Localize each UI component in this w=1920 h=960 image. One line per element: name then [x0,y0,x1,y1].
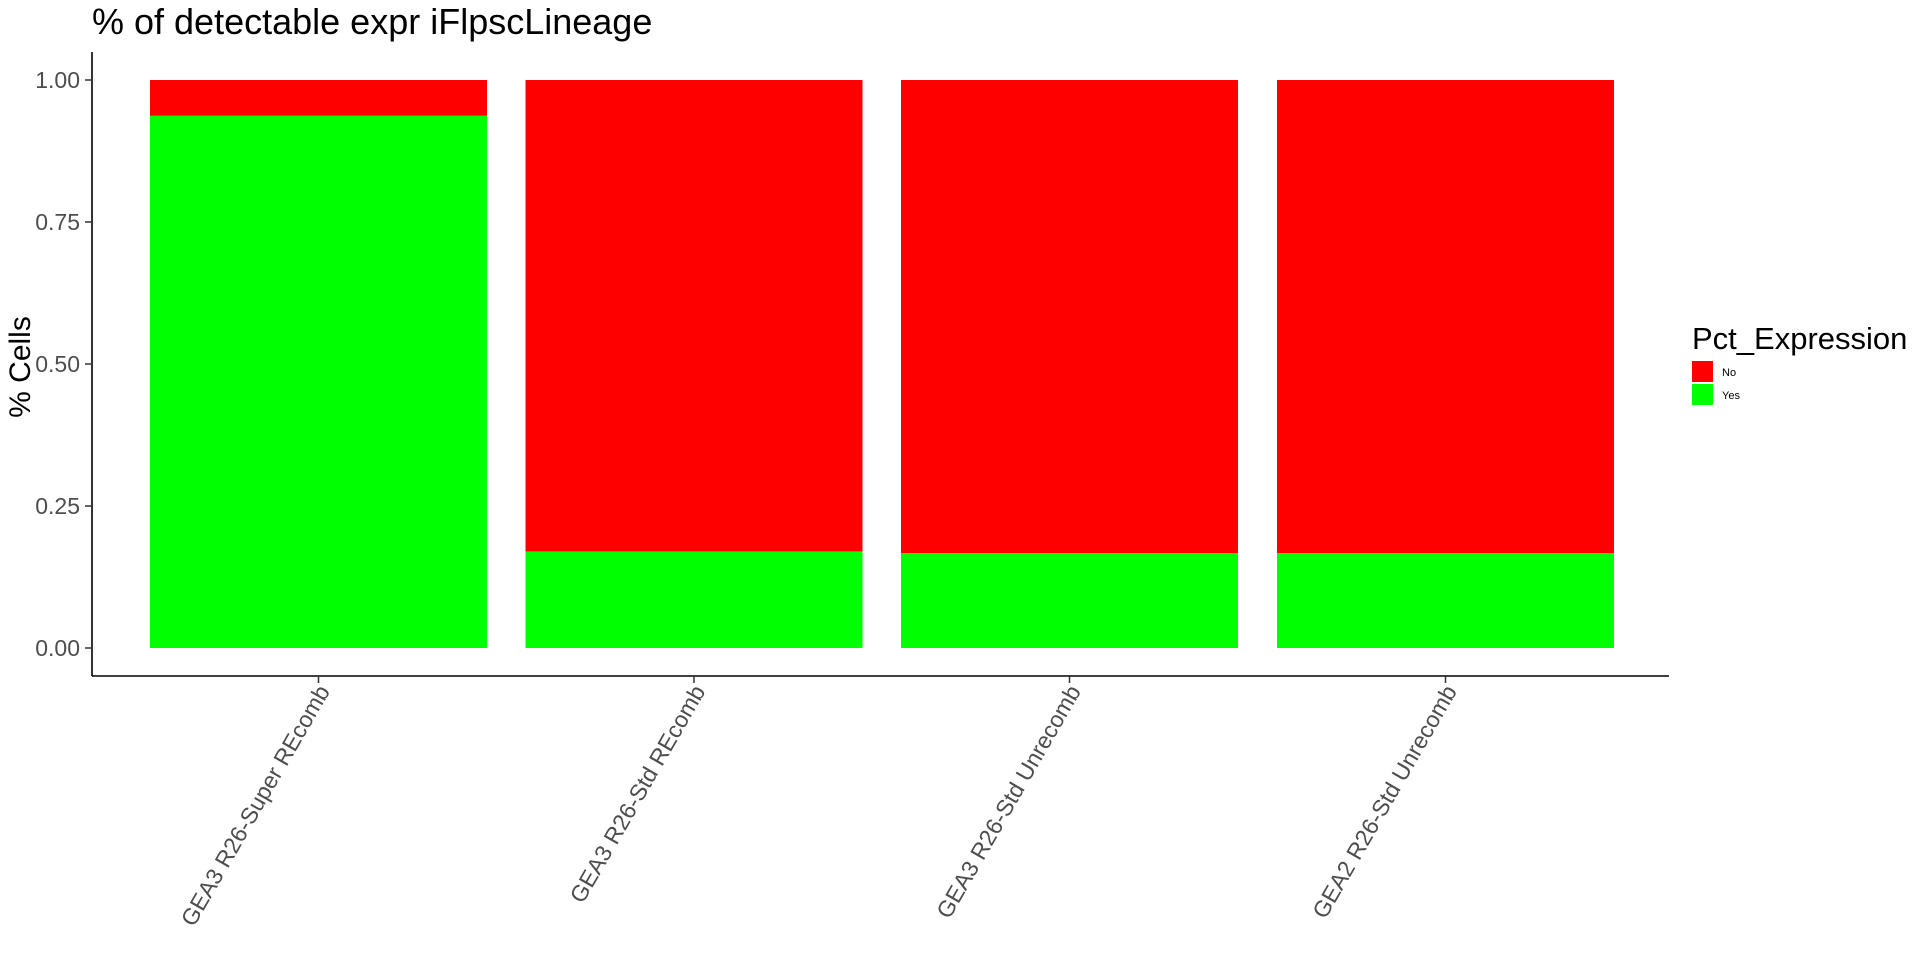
bar-segment-yes-3 [901,553,1238,648]
bar-segment-no-4 [1277,80,1614,554]
legend-label-no: No [1722,367,1736,379]
bar-segment-yes-1 [150,115,487,648]
bar-segment-no-1 [150,80,487,116]
bar-segment-no-2 [525,80,863,552]
legend: Pct_Expression No Yes [1692,321,1907,405]
y-tick-label: 0.25 [35,493,80,519]
bar-segment-yes-4 [1277,553,1614,648]
bar-segment-yes-2 [525,551,863,648]
bar-segment-no-3 [901,80,1238,554]
x-tick-label: GEA2 R26-Std Unrecomb [1307,681,1462,923]
y-tick-label: 0.00 [35,635,80,661]
y-tick-label: 0.75 [35,209,80,235]
x-tick-label: GEA3 R26-Std Unrecomb [931,681,1086,923]
y-axis-title: % Cells [4,316,37,418]
legend-title: Pct_Expression [1692,321,1907,356]
legend-key-yes [1692,384,1713,405]
bars-layer [150,80,1614,648]
x-tick-label: GEA3 R26-Super REcomb [176,681,335,931]
chart-title: % of detectable expr iFlpscLineage [92,1,652,42]
y-tick-label: 1.00 [35,67,80,93]
x-tick-label: GEA3 R26-Std REcomb [564,681,710,908]
legend-key-no [1692,361,1713,382]
y-tick-label: 0.50 [35,351,80,377]
legend-label-yes: Yes [1722,390,1740,402]
